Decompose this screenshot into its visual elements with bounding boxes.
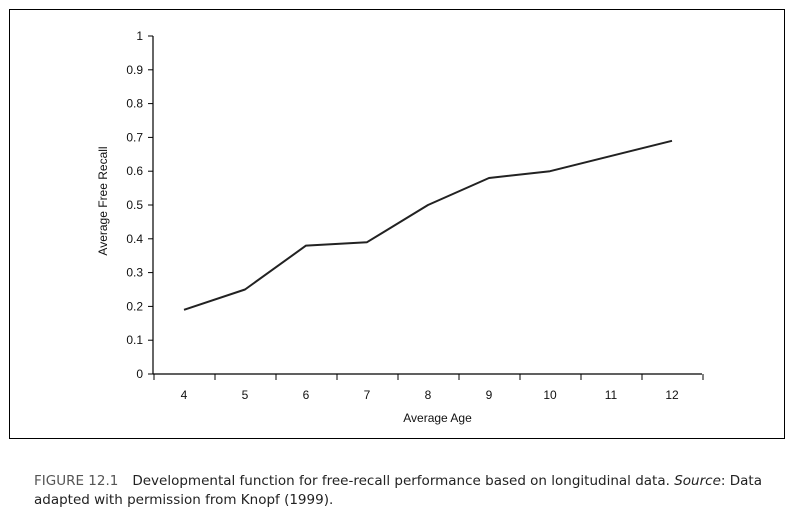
tick-labels: 0 0.1 0.2 0.3 0.4 0.5 0.6 0.7 0.8 0.9 1 4 5 6 7 8 9 10 11 1… [126, 29, 679, 402]
caption-source-punct: : [720, 473, 726, 489]
y-tick-label-8: 0.8 [126, 97, 143, 111]
line-chart: 0 0.1 0.2 0.3 0.4 0.5 0.6 0.7 0.8 0.9 1 4 5 6 7 8 9 10 11 1… [96, 29, 704, 425]
y-tick-label-1: 0.1 [126, 333, 143, 347]
tick-marks [148, 35, 704, 380]
y-tick-label-7: 0.7 [126, 130, 143, 144]
y-tick-label-6: 0.6 [126, 164, 143, 178]
x-tick-label-2: 6 [303, 388, 310, 402]
y-tick-label-2: 0.2 [126, 299, 143, 313]
caption-source-label: Source [674, 473, 721, 489]
figure-caption: FIGURE 12.1 Developmental function for fr… [34, 472, 774, 510]
y-tick-label-3: 0.3 [126, 266, 143, 280]
y-tick-label-9: 0.9 [126, 63, 143, 77]
series-line-0 [183, 139, 673, 311]
x-tick-label-6: 10 [543, 388, 557, 402]
x-tick-label-7: 11 [605, 388, 618, 402]
x-tick-label-1: 5 [242, 388, 249, 402]
y-tick-label-10: 1 [136, 29, 143, 43]
y-axis-title: Average Free Recall [96, 146, 110, 255]
x-tick-label-5: 9 [486, 388, 493, 402]
figure-label: FIGURE 12.1 [34, 473, 119, 489]
x-tick-label-8: 12 [665, 388, 679, 402]
x-tick-label-0: 4 [181, 388, 188, 402]
series-line-group [183, 139, 673, 311]
y-tick-label-4: 0.4 [126, 232, 143, 246]
y-tick-label-0: 0 [136, 367, 143, 381]
x-tick-label-4: 8 [425, 388, 432, 402]
chart-frame: 0 0.1 0.2 0.3 0.4 0.5 0.6 0.7 0.8 0.9 1 4 5 6 7 8 9 10 11 1… [9, 9, 785, 439]
x-axis-title: Average Age [403, 411, 472, 425]
y-tick-label-5: 0.5 [126, 198, 143, 212]
caption-source-text: Data adapted with permission from Knopf … [34, 473, 762, 508]
caption-text: Developmental function for free-recall p… [132, 473, 670, 489]
x-tick-label-3: 7 [364, 388, 371, 402]
